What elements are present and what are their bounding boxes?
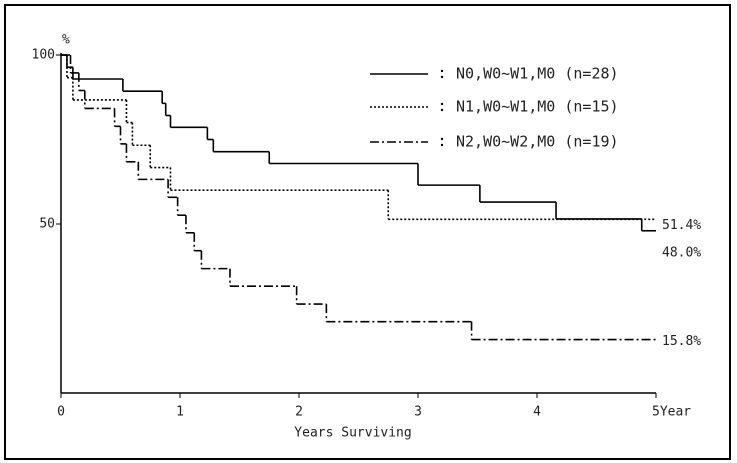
x-tick-label: 0: [57, 405, 65, 420]
y-tick-label: 100: [32, 48, 55, 63]
x-tick-label: 1: [176, 405, 184, 420]
legend-label: N1,W0~W1,M0 (n=15): [456, 98, 619, 116]
x-tick-label: 5Year: [652, 405, 691, 420]
end-label: 15.8%: [662, 334, 701, 349]
legend-colon: [440, 102, 444, 106]
legend-colon: [440, 143, 444, 147]
end-label: 51.4%: [662, 218, 701, 233]
x-tick-label: 2: [295, 405, 303, 420]
legend-colon: [440, 137, 444, 141]
x-axis-title: Years Surviving: [294, 426, 411, 441]
y-tick-label: 50: [39, 217, 55, 232]
end-label: 48.0%: [662, 245, 701, 260]
x-tick-label: 4: [533, 405, 541, 420]
x-tick-label: 3: [414, 405, 422, 420]
legend-label: N2,W0~W2,M0 (n=19): [456, 133, 619, 151]
legend-colon: [440, 75, 444, 79]
legend-label: N0,W0~W1,M0 (n=28): [456, 65, 619, 83]
frame: [4, 4, 731, 460]
legend-colon: [440, 69, 444, 73]
legend-colon: [440, 108, 444, 112]
y-axis-unit: %: [62, 33, 70, 48]
